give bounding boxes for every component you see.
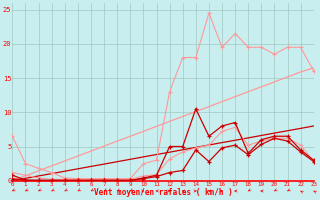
X-axis label: Vent moyen/en rafales ( km/h ): Vent moyen/en rafales ( km/h ) [94, 188, 232, 197]
